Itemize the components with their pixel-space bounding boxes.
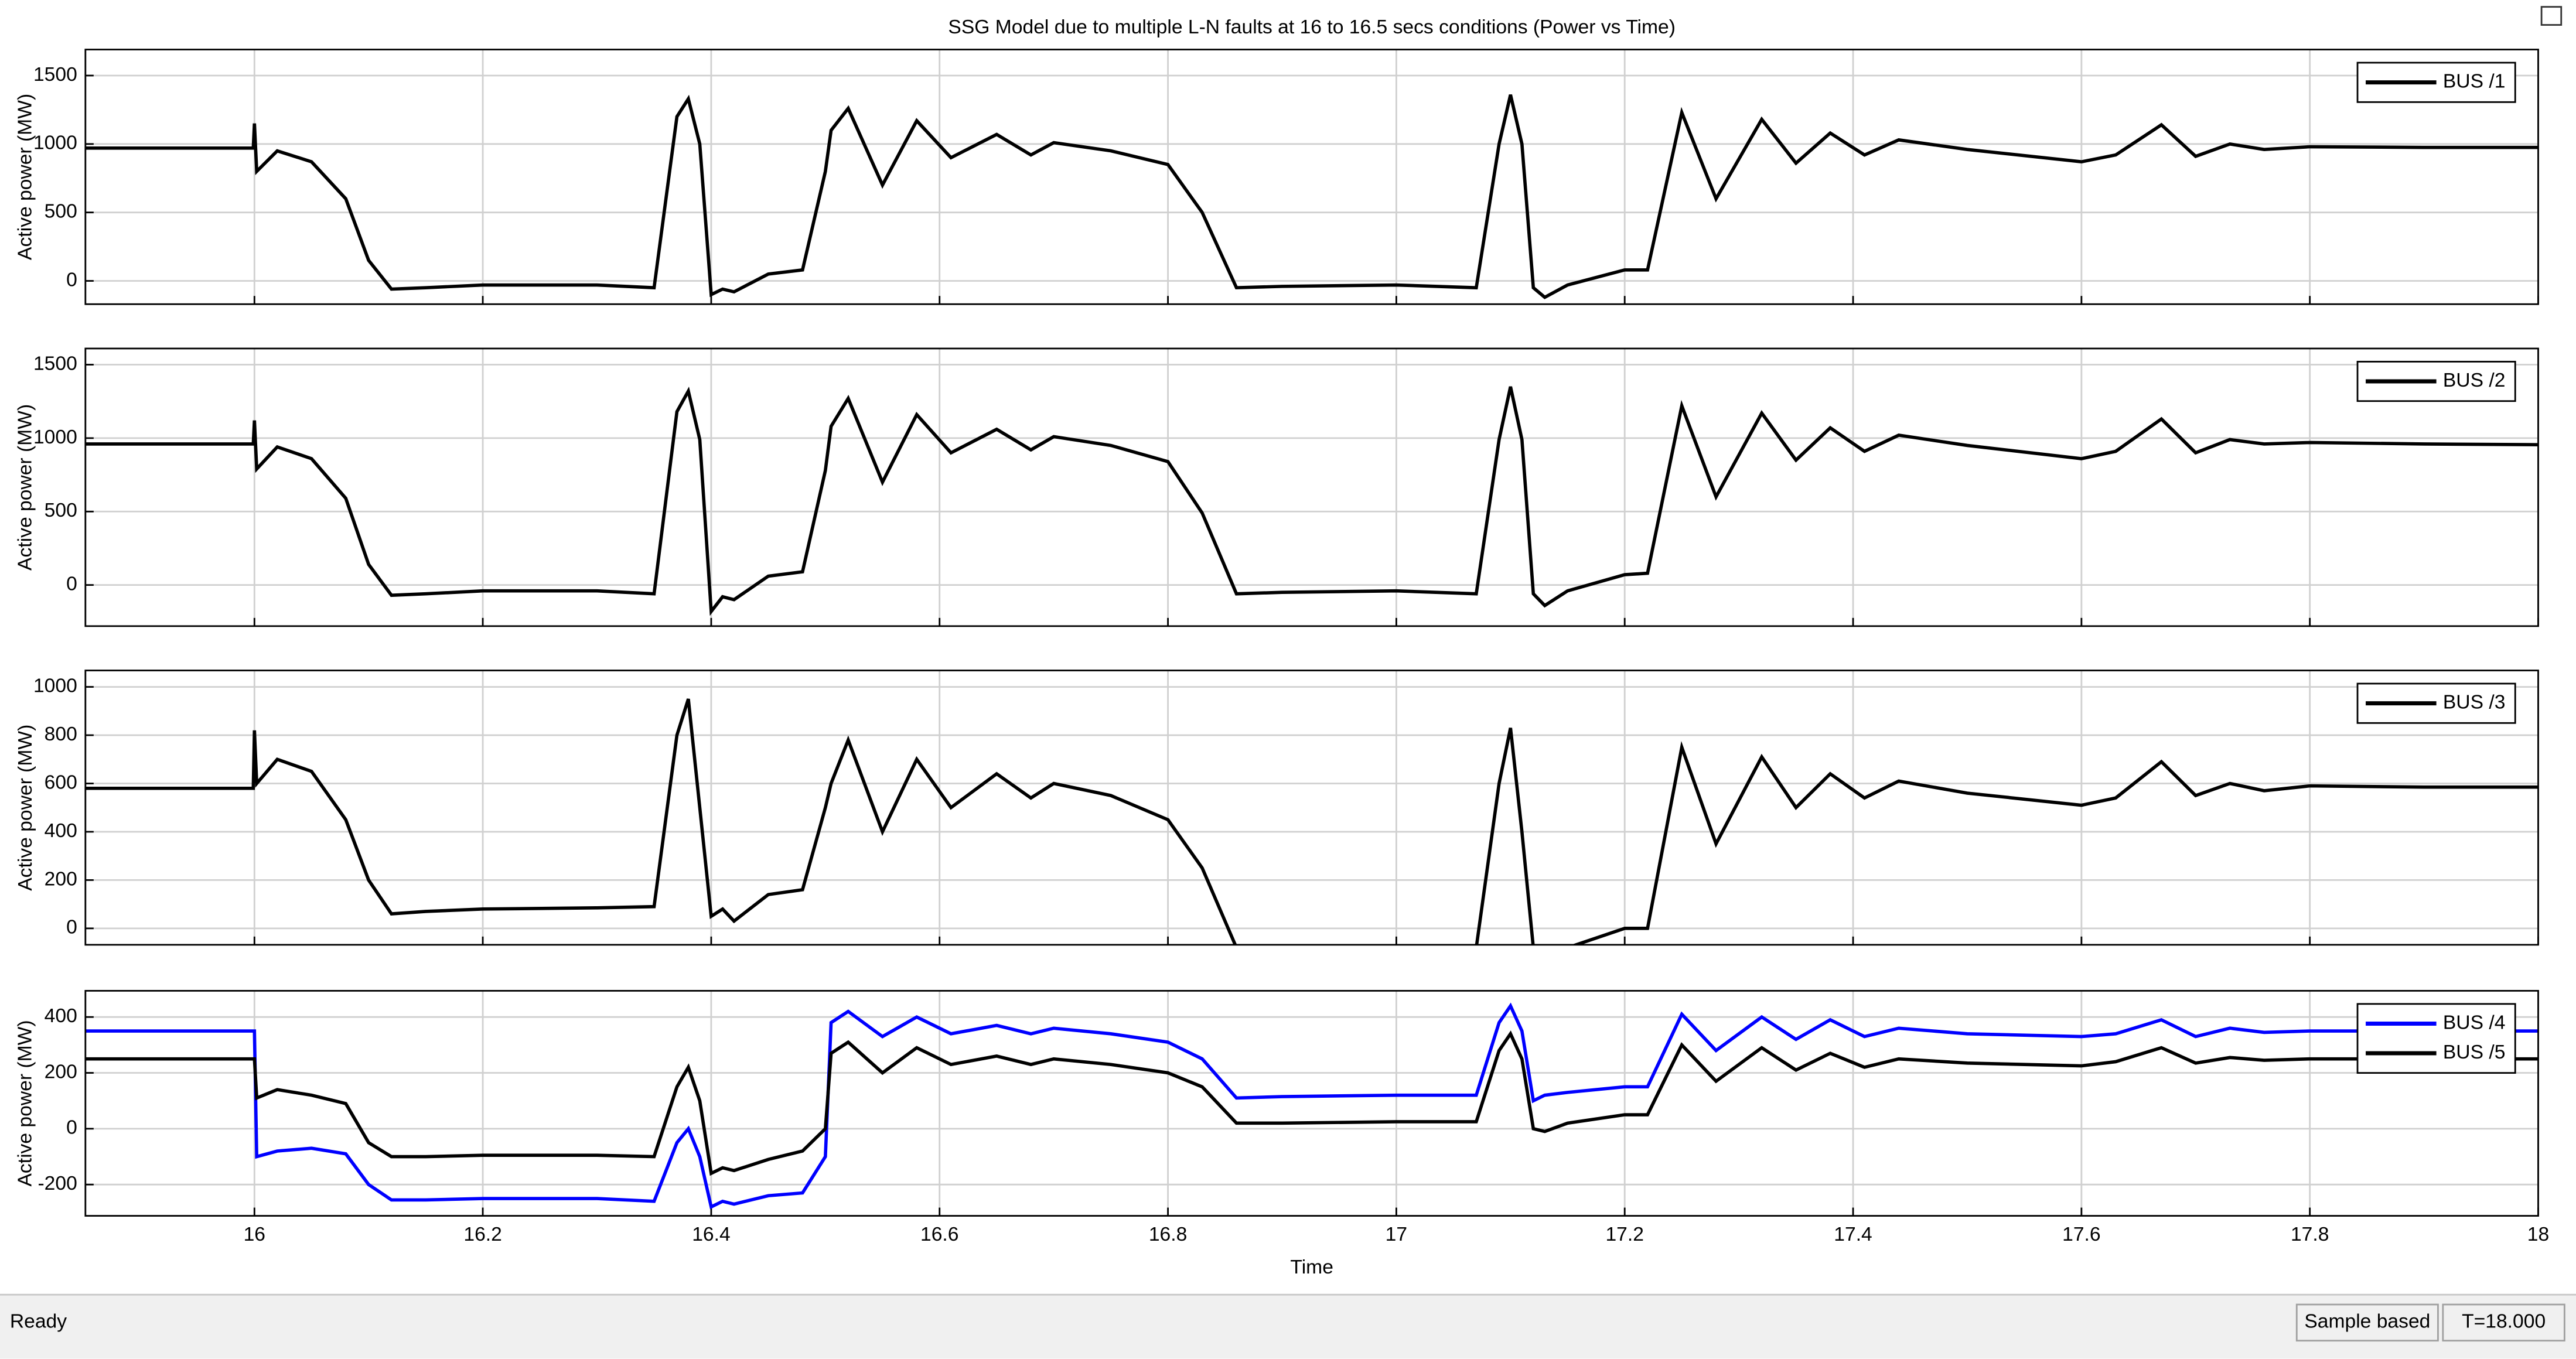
- subplot: SSG Model due to multiple L-N faults at …: [15, 16, 2539, 305]
- x-tick-label: 16.4: [692, 1224, 730, 1245]
- x-tick-label: 17.6: [2062, 1224, 2100, 1245]
- y-axis-label: Active power (MW): [15, 725, 36, 891]
- status-box: [2442, 1303, 2565, 1342]
- y-tick-label: 0: [66, 917, 77, 938]
- y-tick-label: 1500: [33, 353, 77, 374]
- y-tick-label: 200: [45, 868, 77, 890]
- x-axis-label: Time: [1290, 1256, 1333, 1278]
- y-tick-label: 0: [66, 1117, 77, 1139]
- status-box: [2295, 1303, 2439, 1342]
- y-tick-label: 600: [45, 771, 77, 793]
- y-tick-label: 500: [45, 201, 77, 223]
- series-line: [85, 94, 2539, 299]
- legend-label: BUS /3: [2443, 692, 2506, 713]
- status-text: Ready: [10, 1311, 67, 1333]
- legend-box: [2356, 1003, 2516, 1074]
- y-tick-label: 1000: [33, 675, 77, 696]
- series-line: [85, 1002, 2539, 1210]
- plot-frame: [84, 347, 2539, 627]
- plot-area: [85, 348, 2539, 626]
- legend-label: BUS /4: [2443, 1012, 2506, 1033]
- y-tick-label: 800: [45, 723, 77, 745]
- status-mode: Sample based: [2304, 1311, 2430, 1333]
- y-tick-label: 1500: [33, 64, 77, 86]
- y-tick-label: 500: [45, 500, 77, 521]
- plot-area: [85, 670, 2539, 945]
- y-tick-label: 1000: [33, 132, 77, 154]
- x-tick-label: 17.8: [2291, 1224, 2329, 1245]
- chart-title: SSG Model due to multiple L-N faults at …: [948, 16, 1676, 38]
- series-line: [85, 698, 2539, 945]
- x-tick-label: 16.2: [463, 1224, 501, 1245]
- y-tick-label: 400: [45, 820, 77, 842]
- plot-area: [85, 49, 2539, 305]
- status-time: T=18.000: [2462, 1311, 2546, 1333]
- x-tick-label: 16.8: [1149, 1224, 1187, 1245]
- legend-label: BUS /1: [2443, 71, 2506, 93]
- series-line: [85, 386, 2539, 616]
- plot-frame: [84, 989, 2539, 1217]
- undock-icon[interactable]: [2540, 6, 2563, 26]
- status-bar: [0, 1295, 2576, 1359]
- x-tick-label: 17: [1386, 1224, 1407, 1245]
- plot-frame: [84, 670, 2539, 946]
- x-tick-label: 17.2: [1605, 1224, 1643, 1245]
- x-tick-label: 17.4: [1834, 1224, 1872, 1245]
- y-axis-label: Active power (MW): [15, 1020, 36, 1186]
- x-tick-label: 16.6: [920, 1224, 958, 1245]
- y-axis-label: Active power (MW): [15, 94, 36, 260]
- x-tick-label: 16: [244, 1224, 265, 1245]
- y-tick-label: 0: [66, 573, 77, 595]
- subplot: 0 500 1000 1500 Active power (MW) BUS /2: [15, 347, 2539, 627]
- y-tick-label: -200: [37, 1173, 77, 1194]
- y-tick-label: 1000: [33, 426, 77, 448]
- y-tick-label: 200: [45, 1061, 77, 1083]
- legend-label: BUS /2: [2443, 370, 2506, 391]
- subplot: 16 16.2 16.4 16.6 16.8 17 17.2 17.4 17.6 17.8 18 -2…: [15, 989, 2549, 1278]
- y-axis-label: Active power (MW): [15, 404, 36, 571]
- series-line: [85, 1030, 2539, 1176]
- legend-label: BUS /5: [2443, 1042, 2506, 1063]
- subplot: 0 200 400 600 800 1000 Active power (MW) BUS /3: [15, 670, 2539, 946]
- x-tick-label: 18: [2527, 1224, 2549, 1245]
- y-tick-label: 0: [66, 269, 77, 291]
- y-tick-label: 400: [45, 1005, 77, 1027]
- plot-frame: [84, 49, 2539, 305]
